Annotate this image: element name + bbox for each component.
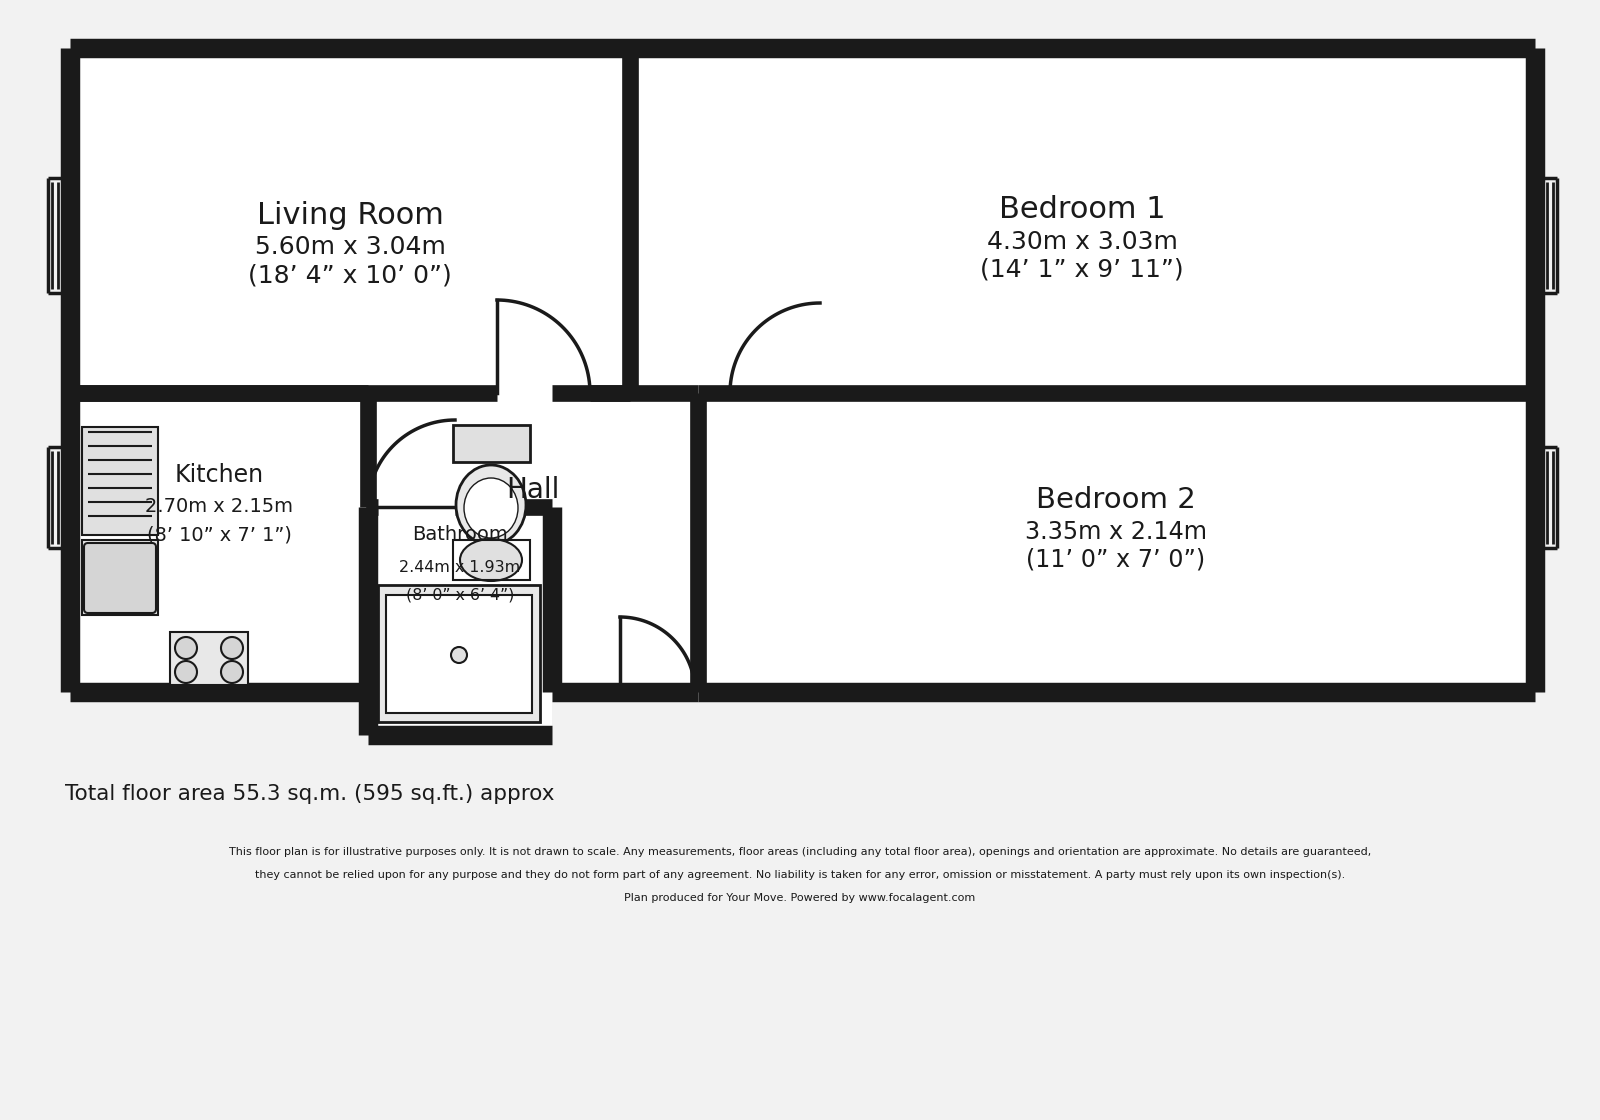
Text: (8’ 10” x 7’ 1”): (8’ 10” x 7’ 1”) [147, 525, 291, 544]
Text: This floor plan is for illustrative purposes only. It is not drawn to scale. Any: This floor plan is for illustrative purp… [229, 847, 1371, 857]
Text: 2.44m x 1.93m: 2.44m x 1.93m [400, 560, 520, 575]
Bar [698, 393, 1534, 692]
Text: Plan produced for Your Move. Powered by www.focalagent.com: Plan produced for Your Move. Powered by … [624, 893, 976, 903]
Bar [48, 178, 74, 293]
Bar [386, 595, 531, 713]
FancyBboxPatch shape [83, 543, 157, 613]
Bar [378, 585, 541, 722]
Text: Total floor area 55.3 sq.m. (595 sq.ft.) approx: Total floor area 55.3 sq.m. (595 sq.ft.)… [66, 784, 555, 804]
Bar [82, 540, 158, 615]
Text: Bedroom 2: Bedroom 2 [1037, 486, 1195, 514]
Bar [630, 48, 1534, 393]
Bar [378, 585, 541, 722]
Text: (11’ 0” x 7’ 0”): (11’ 0” x 7’ 0”) [1026, 548, 1206, 572]
Bar [170, 632, 248, 685]
Circle shape [174, 637, 197, 659]
Bar [82, 427, 158, 535]
Ellipse shape [456, 465, 526, 545]
Text: (8’ 0” x 6’ 4”): (8’ 0” x 6’ 4”) [406, 588, 514, 603]
Bar [170, 632, 248, 685]
Bar [368, 507, 552, 735]
Bar [82, 427, 158, 535]
Circle shape [221, 637, 243, 659]
Bar [453, 540, 530, 580]
Bar [48, 447, 74, 548]
Text: Bedroom 1: Bedroom 1 [998, 196, 1165, 224]
Bar [453, 424, 530, 461]
Bar [70, 48, 630, 393]
Text: 2.70m x 2.15m: 2.70m x 2.15m [146, 497, 293, 516]
Text: 5.60m x 3.04m: 5.60m x 3.04m [254, 235, 445, 259]
Bar [386, 595, 531, 713]
Text: Bathroom: Bathroom [413, 525, 507, 544]
Bar [70, 393, 368, 692]
Text: (18’ 4” x 10’ 0”): (18’ 4” x 10’ 0”) [248, 263, 451, 287]
Text: they cannot be relied upon for any purpose and they do not form part of any agre: they cannot be relied upon for any purpo… [254, 870, 1346, 880]
Bar [368, 393, 698, 692]
Circle shape [451, 647, 467, 663]
Circle shape [174, 661, 197, 683]
Text: Hall: Hall [506, 476, 560, 504]
Ellipse shape [464, 478, 518, 538]
Text: Living Room: Living Room [256, 200, 443, 230]
Ellipse shape [461, 539, 522, 581]
Bar [1533, 178, 1557, 293]
Text: Kitchen: Kitchen [174, 463, 264, 487]
Bar [453, 424, 530, 461]
Bar [82, 540, 158, 615]
Text: 4.30m x 3.03m: 4.30m x 3.03m [987, 230, 1178, 254]
Text: (14’ 1” x 9’ 11”): (14’ 1” x 9’ 11”) [981, 258, 1184, 282]
Circle shape [221, 661, 243, 683]
Bar [1533, 447, 1557, 548]
Text: 3.35m x 2.14m: 3.35m x 2.14m [1026, 520, 1206, 544]
